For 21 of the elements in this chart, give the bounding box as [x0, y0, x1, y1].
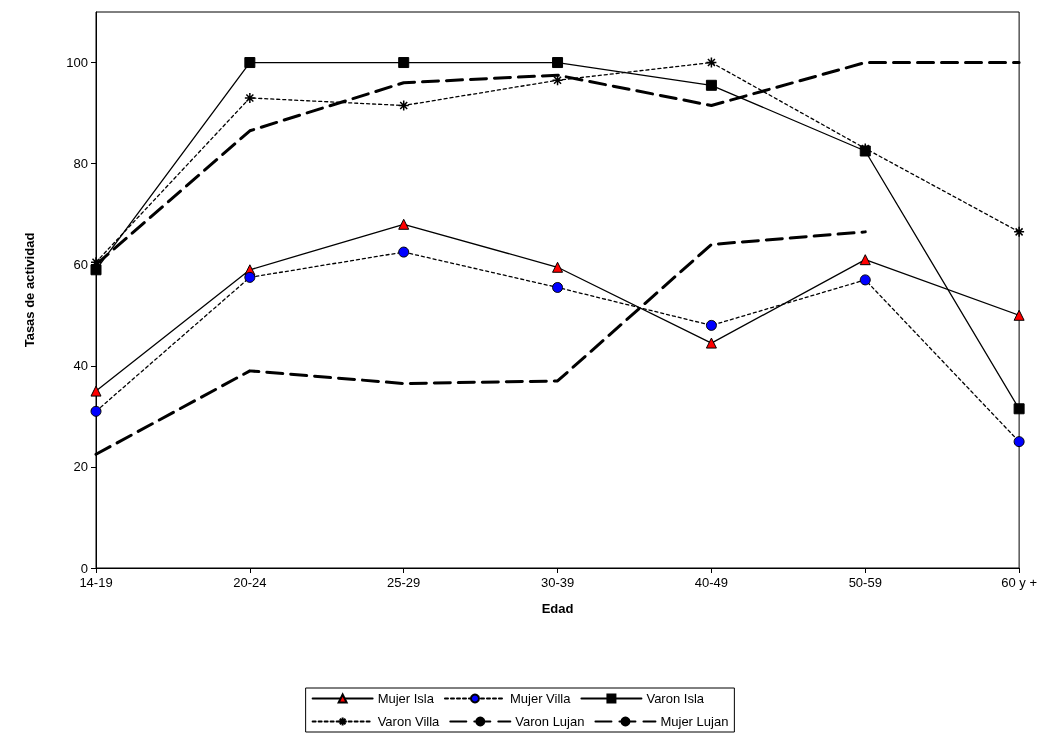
x-tick-label: 25-29 — [387, 575, 421, 590]
x-tick-label: 20-24 — [233, 575, 267, 590]
y-tick-label: 60 — [73, 257, 88, 273]
legend-label: Mujer Isla — [377, 691, 435, 706]
legend-label: Mujer Lujan — [660, 714, 729, 729]
x-tick-label: 60 y + — [1001, 575, 1037, 590]
x-tick-label: 30-39 — [540, 575, 575, 590]
x-tick-label: 50-59 — [848, 575, 882, 590]
y-tick-label: 40 — [73, 358, 88, 374]
y-tick-label: 80 — [73, 156, 88, 172]
x-tick-label: 40-49 — [694, 575, 729, 590]
x-axis-title: Edad — [541, 601, 574, 616]
x-tick-label: 14-19 — [79, 575, 113, 590]
legend-label: Varon Lujan — [515, 714, 585, 729]
y-tick-label: 0 — [80, 560, 88, 576]
legend-label: Mujer Villa — [509, 691, 572, 706]
y-tick-label: 20 — [73, 459, 88, 475]
legend-label: Varon Isla — [646, 691, 705, 706]
legend-label: Varon Villa — [377, 714, 441, 729]
y-axis-title: Tasas de actividad — [22, 232, 37, 348]
y-tick-label: 100 — [66, 55, 88, 71]
